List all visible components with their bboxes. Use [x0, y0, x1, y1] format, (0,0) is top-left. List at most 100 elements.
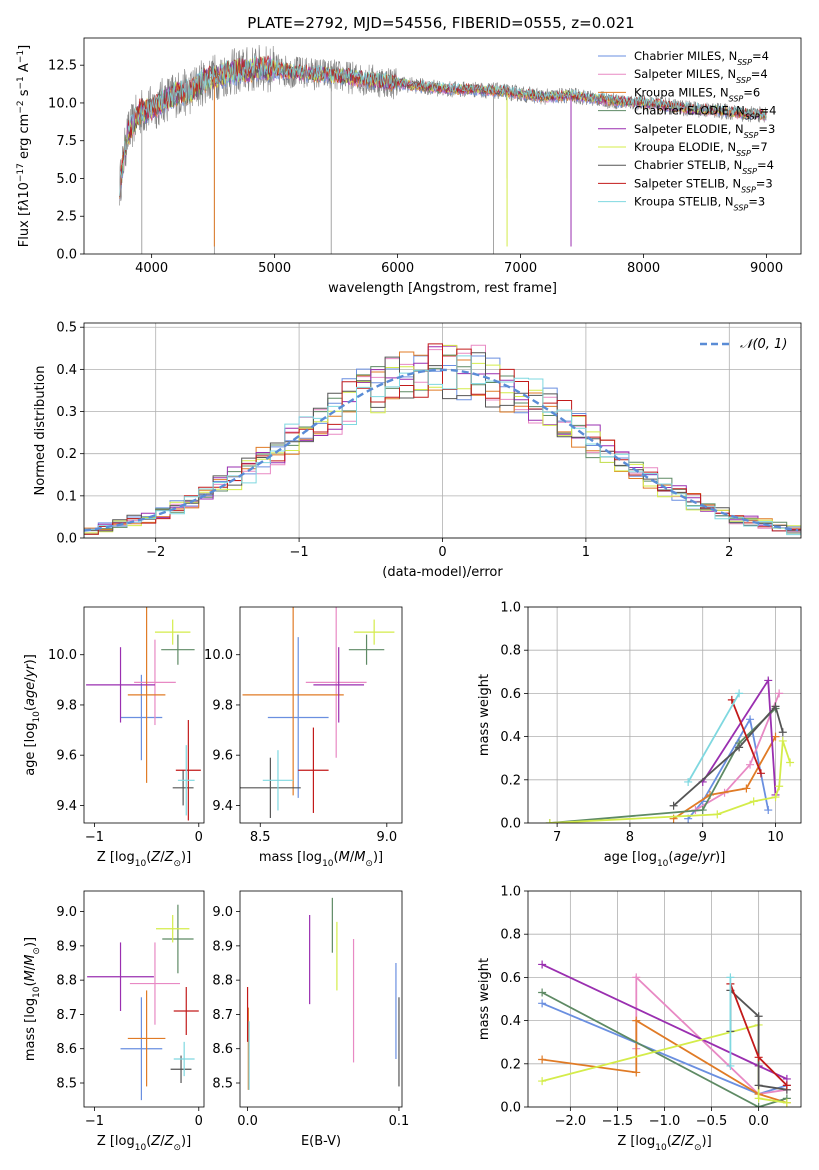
y-axis-label: Flux [fλ10−17 erg cm−2 s−1 A−1] [16, 45, 32, 247]
y-tick-label: 2.5 [56, 210, 77, 225]
weight-marker [764, 806, 773, 815]
gaussian-curve [84, 368, 799, 532]
y-tick-label: 9.0 [212, 905, 233, 920]
x-tick-label: −1.5 [602, 1114, 634, 1129]
weight_vs_Z-panel: −2.0 −1.5 −1.0 −0.5 0.0 0.0 0.2 0.4 0.6 0.8 1.0 Z [… [477, 885, 802, 1153]
weight-marker [735, 689, 744, 698]
y-tick-label: 8.5 [56, 1077, 77, 1092]
y-tick-label: 9.4 [212, 799, 233, 814]
histograms [84, 343, 801, 537]
y-tick-label: 9.6 [56, 749, 77, 764]
y-tick-label: 0.0 [56, 248, 77, 263]
x-axis-label: E(B-V) [301, 1134, 341, 1149]
x-tick-label: 0 [438, 545, 446, 560]
y-tick-label: 10.0 [204, 648, 233, 663]
weight-marker [669, 801, 678, 810]
y-tick-label: 0.5 [56, 321, 77, 336]
weight-marker [632, 1068, 641, 1077]
legend-entry: Salpeter MILES, NSSP=4 [634, 67, 768, 85]
x-axis-label: Z [log10(Z/Z⊙)] [97, 850, 191, 869]
weight-marker [754, 1081, 763, 1090]
x-tick-label: 8.5 [250, 830, 271, 845]
legend-entry: Salpeter STELIB, NSSP=3 [634, 176, 773, 194]
x-tick-label: 0.0 [237, 1114, 258, 1129]
weight-marker [754, 1012, 763, 1021]
x-tick-label: 2 [725, 545, 733, 560]
y-tick-label: 9.8 [56, 698, 77, 713]
y-tick-label: 0.0 [500, 817, 521, 832]
y-tick-label: 5.0 [56, 172, 77, 187]
weight-marker [749, 797, 758, 806]
y-tick-label: 0.1 [56, 489, 77, 504]
x-tick-label: −0.5 [696, 1114, 728, 1129]
weight-marker [771, 793, 780, 802]
weight_vs_age-panel: 7 8 9 10 0.0 0.2 0.4 0.6 0.8 1.0 age [log10(age/yr… [477, 601, 802, 869]
x-tick-label: −1 [85, 1114, 104, 1129]
weight-marker [754, 1103, 763, 1107]
y-tick-label: 8.6 [212, 1042, 233, 1057]
spectrum-lines [119, 44, 767, 254]
weight-marker [754, 1094, 763, 1103]
y-tick-label: 12.5 [48, 59, 77, 74]
legend-entry: 𝒩(0, 1) [740, 337, 787, 352]
spectrum-data-line [119, 44, 767, 206]
axes-frame [527, 606, 802, 824]
x-tick-label: −2.0 [555, 1114, 587, 1129]
weight-marker [726, 973, 735, 982]
weight-marker [726, 1061, 735, 1070]
y-tick-label: 1.0 [500, 885, 521, 900]
y-tick-label: 0.6 [500, 971, 521, 986]
weight-marker [754, 1053, 763, 1062]
age_vs_mass-points [240, 607, 395, 818]
spectrum-model-line [119, 55, 767, 197]
y-tick-label: 8.6 [56, 1042, 77, 1057]
weight-marker [742, 784, 751, 793]
x-tick-label: 9.0 [376, 830, 397, 845]
x-tick-label: −2 [146, 545, 165, 560]
legend-entry: Kroupa STELIB, NSSP=3 [634, 195, 765, 213]
weight-marker [771, 732, 780, 741]
axes-frame [83, 606, 205, 824]
y-axis-label: age [log10(age/yr)] [23, 654, 42, 776]
legend-entry: Salpeter ELODIE, NSSP=3 [634, 122, 775, 140]
axes-frame [527, 890, 802, 1108]
x-tick-label: 9 [699, 830, 707, 845]
y-tick-label: 9.6 [212, 749, 233, 764]
y-tick-label: 0.2 [500, 1057, 521, 1072]
mass_vs_Z-points [87, 904, 199, 1101]
y-tick-label: 10.0 [48, 96, 77, 111]
residuals-panel: −2 −1 0 1 2 0.0 0.1 0.2 0.3 0.4 0.5 (data-model)/er… [33, 321, 802, 580]
weight-marker [713, 810, 722, 819]
spectrum-panel: 4000 5000 6000 7000 8000 9000 0.0 2.5 5.0 7.5 10.0… [16, 37, 802, 296]
weight-marker [771, 702, 780, 711]
legend-entry: Chabrier STELIB, NSSP=4 [634, 158, 774, 176]
axes-frame [83, 322, 802, 539]
x-tick-label: 0.1 [389, 1114, 410, 1129]
x-tick-label: 1 [582, 545, 590, 560]
axes-frame [239, 606, 403, 824]
weight-marker [778, 736, 787, 745]
weight-marker [538, 1055, 547, 1064]
y-tick-label: 8.9 [212, 939, 233, 954]
weight-marker [786, 758, 795, 767]
x-tick-label: 0 [195, 830, 203, 845]
y-tick-label: 7.5 [56, 134, 77, 149]
weight-line [687, 692, 740, 783]
y-axis-label: mass [log10(M/M⊙)] [23, 937, 42, 1061]
y-tick-label: 0.4 [56, 363, 77, 378]
x-axis-label: Z [log10(Z/Z⊙)] [617, 1134, 711, 1153]
y-tick-label: 0.8 [500, 928, 521, 943]
y-axis-label: mass weight [477, 674, 492, 756]
x-tick-label: 10 [767, 830, 784, 845]
x-axis-label: wavelength [Angstrom, rest frame] [328, 281, 557, 296]
x-tick-label: −1 [85, 830, 104, 845]
x-tick-label: −1 [290, 545, 309, 560]
weight-marker [775, 689, 784, 698]
histogram-step [84, 355, 801, 537]
weight-marker [778, 728, 787, 737]
y-tick-label: 9.0 [56, 905, 77, 920]
x-tick-label: 4000 [135, 261, 168, 276]
weight_vs_Z-series [538, 960, 791, 1107]
